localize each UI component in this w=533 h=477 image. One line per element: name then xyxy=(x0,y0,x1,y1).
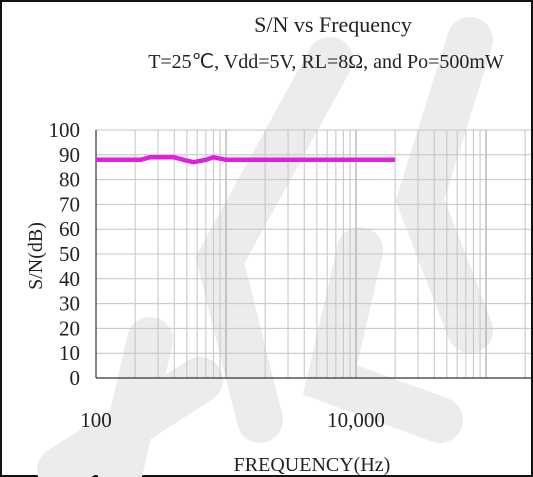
data-series xyxy=(96,155,396,165)
y-tick-label: 10 xyxy=(59,341,80,365)
y-tick-label: 90 xyxy=(59,143,80,167)
y-tick-label: 80 xyxy=(59,168,80,192)
x-axis-label: FREQUENCY(Hz) xyxy=(234,454,391,476)
y-tick-label: 70 xyxy=(59,192,80,216)
x-tick-label: 10,000 xyxy=(327,408,385,432)
x-tick-label: 100 xyxy=(80,408,112,432)
chart-subtitle: T=25℃, Vdd=5V, RL=8Ω, and Po=500mW xyxy=(148,51,504,73)
y-tick-label: 40 xyxy=(59,267,80,291)
y-tick-label: 0 xyxy=(70,366,81,390)
y-tick-label: 30 xyxy=(59,292,80,316)
y-axis-label: S/N(dB) xyxy=(25,222,47,290)
sn-series-line xyxy=(96,155,396,165)
chart-title: S/N vs Frequency xyxy=(254,12,412,37)
y-tick-label: 60 xyxy=(59,217,80,241)
y-tick-label: 50 xyxy=(59,242,80,266)
x-tick-labels: 100 10,000 xyxy=(80,408,385,432)
axes xyxy=(95,130,531,379)
y-tick-label: 20 xyxy=(59,316,80,340)
y-tick-label: 100 xyxy=(49,118,81,142)
